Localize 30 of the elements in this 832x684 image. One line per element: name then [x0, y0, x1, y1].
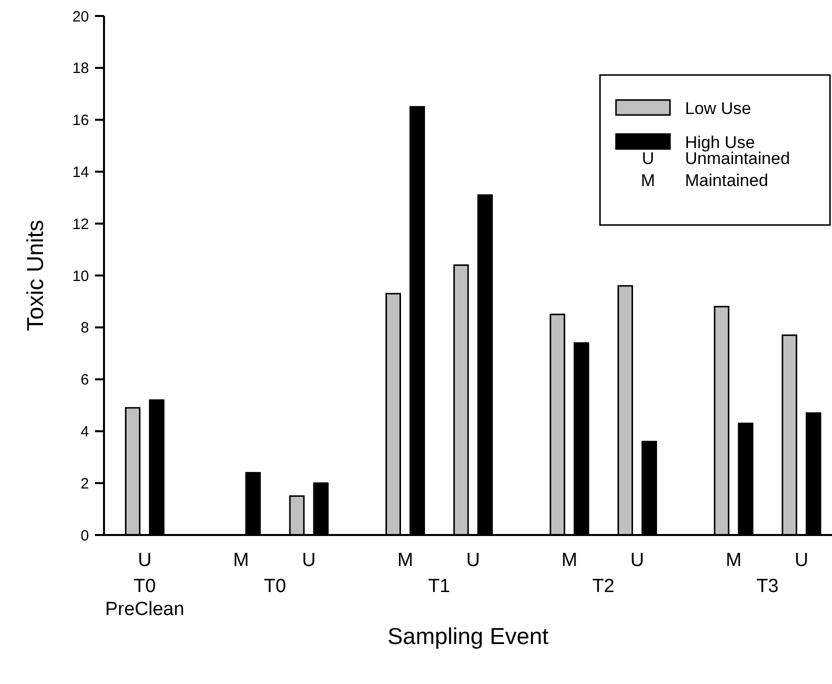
- x-tick-label: U: [630, 550, 644, 571]
- x-tick-label: U: [466, 550, 480, 571]
- text: T2: [592, 576, 614, 597]
- y-tick-label: 16: [72, 112, 89, 130]
- text: T1: [428, 576, 450, 597]
- x-axis-title: Sampling Event: [387, 623, 550, 649]
- y-tick-label: 18: [72, 60, 89, 78]
- x-tick-label: U: [794, 550, 808, 571]
- y-tick-label: 20: [72, 8, 89, 26]
- y-tick-label: 14: [72, 164, 89, 181]
- y-axis-title: Toxic Units: [22, 220, 48, 332]
- legend-label: Low Use: [685, 98, 752, 118]
- x-tick-label: M: [726, 550, 742, 571]
- y-tick-label: 10: [72, 268, 89, 285]
- text: T0: [264, 576, 286, 597]
- y-tick-label: 12: [72, 216, 89, 233]
- text: T3: [756, 576, 779, 597]
- y-tick-label: 6: [80, 372, 89, 389]
- x-tick-label: M: [233, 550, 249, 571]
- y-tick-label: 2: [80, 475, 89, 492]
- x-tick-label: M: [397, 550, 414, 571]
- x-tick-label: U: [302, 550, 316, 571]
- y-tick-label: 4: [80, 423, 89, 440]
- text: M Maintained: [640, 170, 768, 190]
- y-tick-label: 8: [80, 320, 89, 337]
- x-tick-label: U: [138, 550, 152, 571]
- text: T0 PreClean: [105, 576, 184, 620]
- legend-label: High Use: [685, 132, 755, 152]
- y-tick-label: 0: [80, 527, 89, 544]
- x-tick-label: M: [562, 550, 578, 571]
